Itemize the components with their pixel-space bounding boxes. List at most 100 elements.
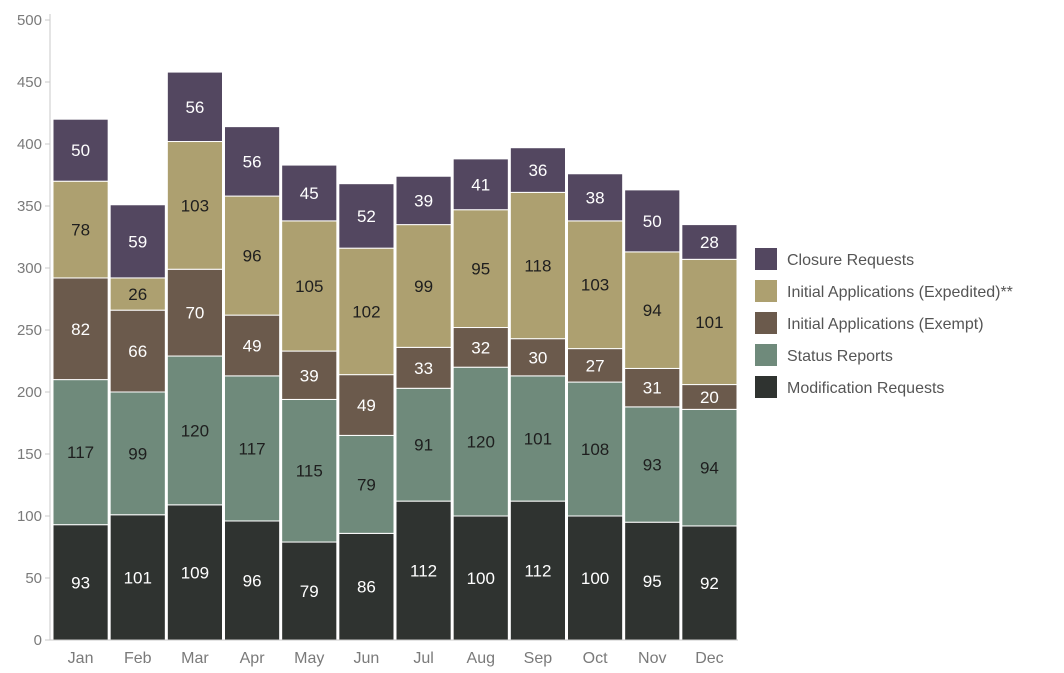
bar-segment — [338, 183, 395, 249]
bar-segment — [624, 251, 681, 369]
y-tick-label: 100 — [17, 508, 42, 525]
y-tick-label: 350 — [17, 198, 42, 215]
bar-segment — [509, 375, 567, 502]
data-label: 93 — [643, 456, 662, 475]
bar-segment — [281, 398, 338, 543]
data-label: 94 — [643, 301, 662, 320]
legend-label: Closure Requests — [787, 252, 914, 269]
bar-segment — [109, 309, 166, 393]
x-tick-label: Oct — [583, 650, 608, 667]
data-label: 100 — [581, 569, 609, 588]
data-label: 59 — [128, 232, 147, 251]
y-tick-label: 150 — [17, 446, 42, 463]
data-label: 112 — [524, 562, 551, 581]
data-label: 95 — [643, 572, 662, 591]
y-tick-label: 50 — [25, 570, 42, 587]
legend-label: Status Reports — [787, 348, 893, 365]
y-tick-label: 400 — [17, 136, 42, 153]
bar-segment — [395, 224, 452, 348]
x-tick-label: Jan — [68, 650, 94, 667]
bar-segment — [681, 525, 738, 641]
data-label: 41 — [471, 175, 490, 194]
bar-segment — [224, 375, 281, 522]
bar-segment — [338, 434, 395, 534]
bar-segment — [395, 175, 452, 226]
data-label: 101 — [124, 568, 152, 587]
bar-segment — [224, 314, 281, 377]
bar-segment — [52, 524, 109, 641]
data-label: 118 — [524, 257, 551, 276]
data-label: 66 — [128, 342, 147, 361]
data-label: 78 — [71, 221, 90, 240]
bar-segment — [452, 327, 509, 368]
x-tick-label: May — [294, 650, 324, 667]
data-label: 39 — [300, 366, 319, 385]
x-tick-label: Feb — [124, 650, 152, 667]
bar-segment — [509, 500, 567, 641]
data-label: 103 — [581, 276, 609, 295]
data-label: 28 — [700, 233, 719, 252]
x-tick-label: Mar — [181, 650, 209, 667]
data-label: 91 — [414, 436, 433, 455]
data-label: 26 — [128, 285, 147, 304]
bar-segment — [166, 141, 223, 270]
bars-group: 93 117 82 78 50 101 99 66 26 59 109 120 70 103 56 96 117… — [52, 71, 738, 641]
bar-segment — [509, 338, 567, 377]
data-label: 102 — [352, 302, 380, 321]
x-tick-label: Nov — [638, 650, 666, 667]
data-label: 93 — [71, 573, 90, 592]
data-label: 103 — [181, 196, 209, 215]
x-tick-label: Sep — [524, 650, 553, 667]
data-label: 101 — [695, 313, 723, 332]
data-label: 86 — [357, 578, 376, 597]
bar-segment — [567, 173, 624, 222]
data-label: 120 — [467, 433, 495, 452]
bar-segment — [224, 126, 281, 197]
data-label: 38 — [586, 188, 605, 207]
bar-segment — [281, 164, 338, 222]
y-tick-label: 250 — [17, 322, 42, 339]
data-label: 96 — [243, 247, 262, 266]
bar-segment — [109, 391, 166, 516]
data-label: 94 — [700, 459, 719, 478]
data-label: 108 — [581, 440, 609, 459]
data-label: 100 — [467, 569, 495, 588]
x-axis: Jan Feb Mar Apr May Jun Jul Aug Sep Oct Nov Dec — [50, 639, 738, 667]
bar-segment — [509, 191, 567, 340]
bar-segment — [52, 118, 109, 182]
bar-segment — [281, 220, 338, 352]
data-label: 50 — [643, 212, 662, 231]
bar-segment — [681, 224, 738, 260]
data-label: 99 — [128, 444, 147, 463]
bar-segment — [509, 147, 567, 193]
data-label: 49 — [243, 337, 262, 356]
bar-segment — [281, 350, 338, 400]
x-tick-label: Apr — [240, 650, 266, 667]
y-tick-label: 500 — [17, 12, 42, 29]
bar-segment — [452, 209, 509, 329]
data-label: 70 — [185, 304, 204, 323]
bar-segment — [567, 220, 624, 350]
legend: Closure Requests Initial Applications (Ex… — [755, 248, 1013, 398]
x-tick-label: Dec — [695, 650, 723, 667]
data-label: 31 — [643, 379, 662, 398]
data-label: 33 — [414, 359, 433, 378]
data-label: 92 — [700, 574, 719, 593]
bar-segment — [624, 189, 681, 253]
data-label: 99 — [414, 277, 433, 296]
y-tick-label: 300 — [17, 260, 42, 277]
y-axis: 0 50 100 150 200 250 300 350 400 450 500 — [17, 12, 51, 649]
data-label: 49 — [357, 396, 376, 415]
x-tick-label: Jul — [413, 650, 433, 667]
data-label: 45 — [300, 184, 319, 203]
data-label: 20 — [700, 388, 719, 407]
data-label: 52 — [357, 207, 376, 226]
bar-segment — [624, 367, 681, 408]
bar-segment — [338, 247, 395, 376]
bar-segment — [681, 384, 738, 410]
bar-segment — [224, 520, 281, 641]
bar-segment — [166, 504, 223, 641]
bar-segment — [624, 406, 681, 523]
x-tick-label: Jun — [354, 650, 380, 667]
